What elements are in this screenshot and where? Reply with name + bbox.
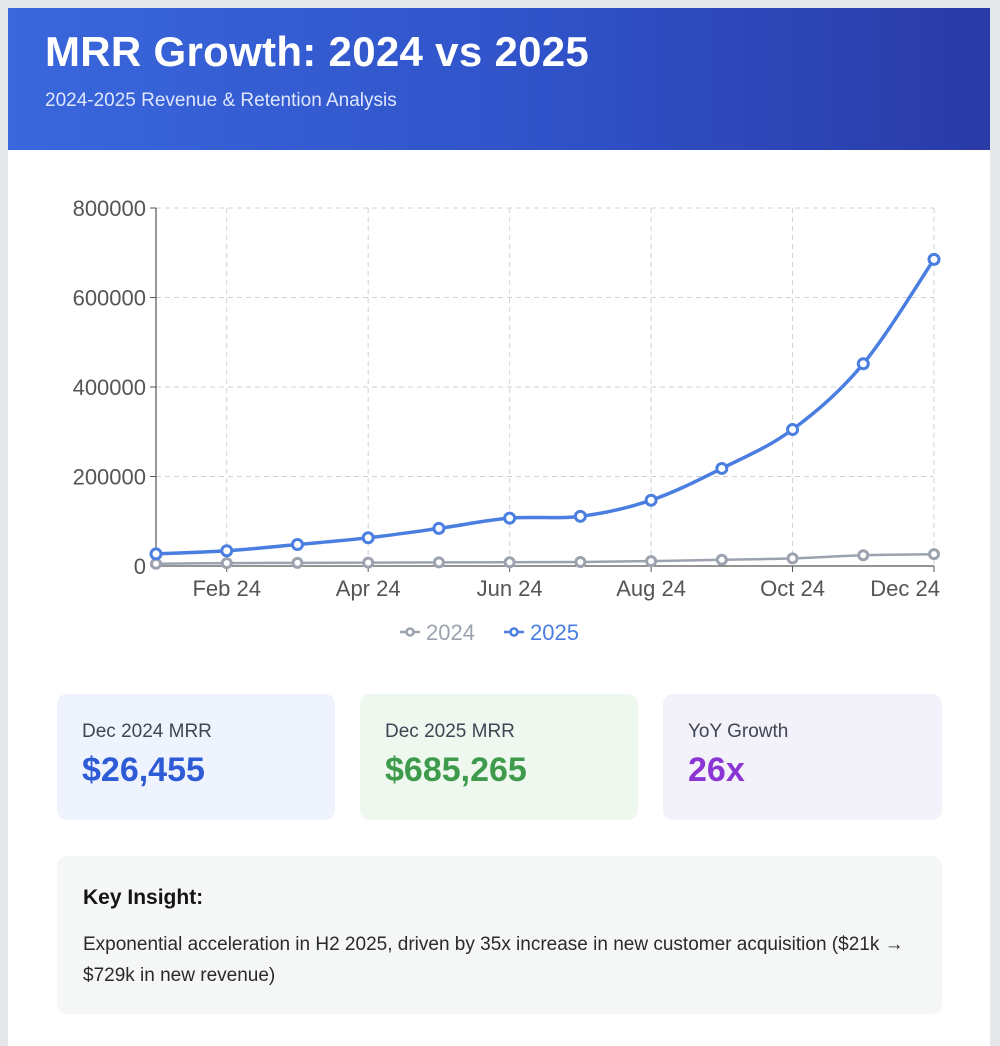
data-point-2025 bbox=[290, 538, 304, 552]
data-point-2025 bbox=[432, 521, 446, 535]
x-tick-label: Aug 24 bbox=[616, 576, 686, 601]
stat-card-yoy-growth: YoY Growth 26x bbox=[663, 694, 942, 820]
data-point-2024 bbox=[786, 552, 799, 565]
data-point-2025 bbox=[220, 544, 234, 558]
x-tick-label: Feb 24 bbox=[192, 576, 261, 601]
mrr-line-chart: 0 200000 400000 600000 800000 Feb 24 Apr 24 Jun… bbox=[73, 196, 941, 645]
data-point-2025 bbox=[644, 493, 658, 507]
stat-value: 26x bbox=[688, 751, 745, 789]
y-tick-label: 600000 bbox=[73, 286, 146, 311]
data-point-2024 bbox=[857, 549, 870, 562]
insight-title: Key Insight: bbox=[83, 886, 204, 909]
data-point-2024 bbox=[645, 555, 658, 568]
legend-label: 2024 bbox=[426, 620, 475, 645]
data-point-2024 bbox=[150, 557, 162, 570]
data-point-2025 bbox=[573, 509, 587, 523]
y-tick-label: 200000 bbox=[73, 465, 146, 490]
y-tick-label: 400000 bbox=[73, 375, 146, 400]
data-point-2024 bbox=[574, 555, 587, 568]
key-insight-box: Key Insight: Exponential acceleration in… bbox=[57, 856, 942, 1014]
stat-label: YoY Growth bbox=[688, 721, 789, 742]
data-point-2025 bbox=[149, 547, 163, 561]
header: MRR Growth: 2024 vs 2025 2024-2025 Reven… bbox=[8, 8, 990, 150]
series-line-2024 bbox=[155, 552, 935, 566]
chart-container: 0 200000 400000 600000 800000 Feb 24 Apr 24 Jun… bbox=[8, 150, 990, 670]
y-tick-label: 800000 bbox=[73, 196, 146, 221]
data-point-2025 bbox=[927, 252, 941, 266]
data-point-2024 bbox=[362, 556, 375, 569]
y-tick-label: 0 bbox=[134, 554, 146, 579]
data-point-2025 bbox=[715, 461, 729, 475]
page-title: MRR Growth: 2024 vs 2025 bbox=[45, 28, 590, 75]
stat-card-dec-2025: Dec 2025 MRR $685,265 bbox=[360, 694, 638, 820]
data-point-2024 bbox=[503, 556, 516, 569]
data-point-2024 bbox=[928, 548, 940, 561]
legend-label: 2025 bbox=[530, 620, 579, 645]
insight-text: Exponential acceleration in H2 2025, dri… bbox=[83, 934, 904, 986]
stat-label: Dec 2024 MRR bbox=[82, 721, 212, 742]
data-point-2024 bbox=[291, 556, 304, 569]
page-subtitle: 2024-2025 Revenue & Retention Analysis bbox=[45, 90, 397, 111]
stats-row: Dec 2024 MRR $26,455 Dec 2025 MRR $685,2… bbox=[57, 694, 942, 820]
data-point-2025 bbox=[503, 511, 517, 525]
legend-marker-dot bbox=[405, 627, 415, 637]
data-point-2025 bbox=[856, 357, 870, 371]
data-point-2024 bbox=[220, 557, 233, 570]
x-tick-label: Oct 24 bbox=[760, 576, 825, 601]
series-line-2025 bbox=[155, 258, 936, 556]
stat-value: $685,265 bbox=[385, 751, 527, 789]
report-card: MRR Growth: 2024 vs 2025 2024-2025 Reven… bbox=[8, 8, 990, 1046]
data-point-2025 bbox=[361, 531, 375, 545]
data-point-2025 bbox=[786, 423, 800, 437]
stat-label: Dec 2025 MRR bbox=[385, 721, 515, 742]
stat-card-dec-2024: Dec 2024 MRR $26,455 bbox=[57, 694, 335, 820]
x-tick-label: Apr 24 bbox=[336, 576, 401, 601]
data-point-2024 bbox=[715, 553, 728, 566]
legend-marker-dot bbox=[509, 627, 519, 637]
data-point-2024 bbox=[432, 556, 445, 569]
x-tick-label: Jun 24 bbox=[477, 576, 543, 601]
stat-value: $26,455 bbox=[82, 751, 205, 789]
x-tick-label: Dec 24 bbox=[870, 576, 940, 601]
